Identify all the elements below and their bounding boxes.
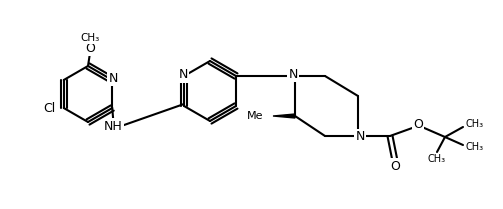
Text: CH₃: CH₃	[428, 154, 446, 164]
Text: O: O	[390, 159, 400, 172]
Text: N: N	[179, 69, 188, 82]
Text: CH₃: CH₃	[466, 142, 484, 152]
Text: O: O	[85, 42, 95, 55]
Text: NH: NH	[104, 120, 123, 133]
Text: CH₃: CH₃	[466, 119, 484, 129]
Polygon shape	[273, 114, 295, 118]
Text: O: O	[413, 117, 423, 130]
Text: N: N	[288, 68, 298, 80]
Text: CH₃: CH₃	[80, 33, 100, 43]
Text: Me: Me	[246, 111, 263, 121]
Text: N: N	[109, 71, 118, 84]
Text: N: N	[355, 130, 365, 144]
Text: Cl: Cl	[43, 102, 56, 115]
